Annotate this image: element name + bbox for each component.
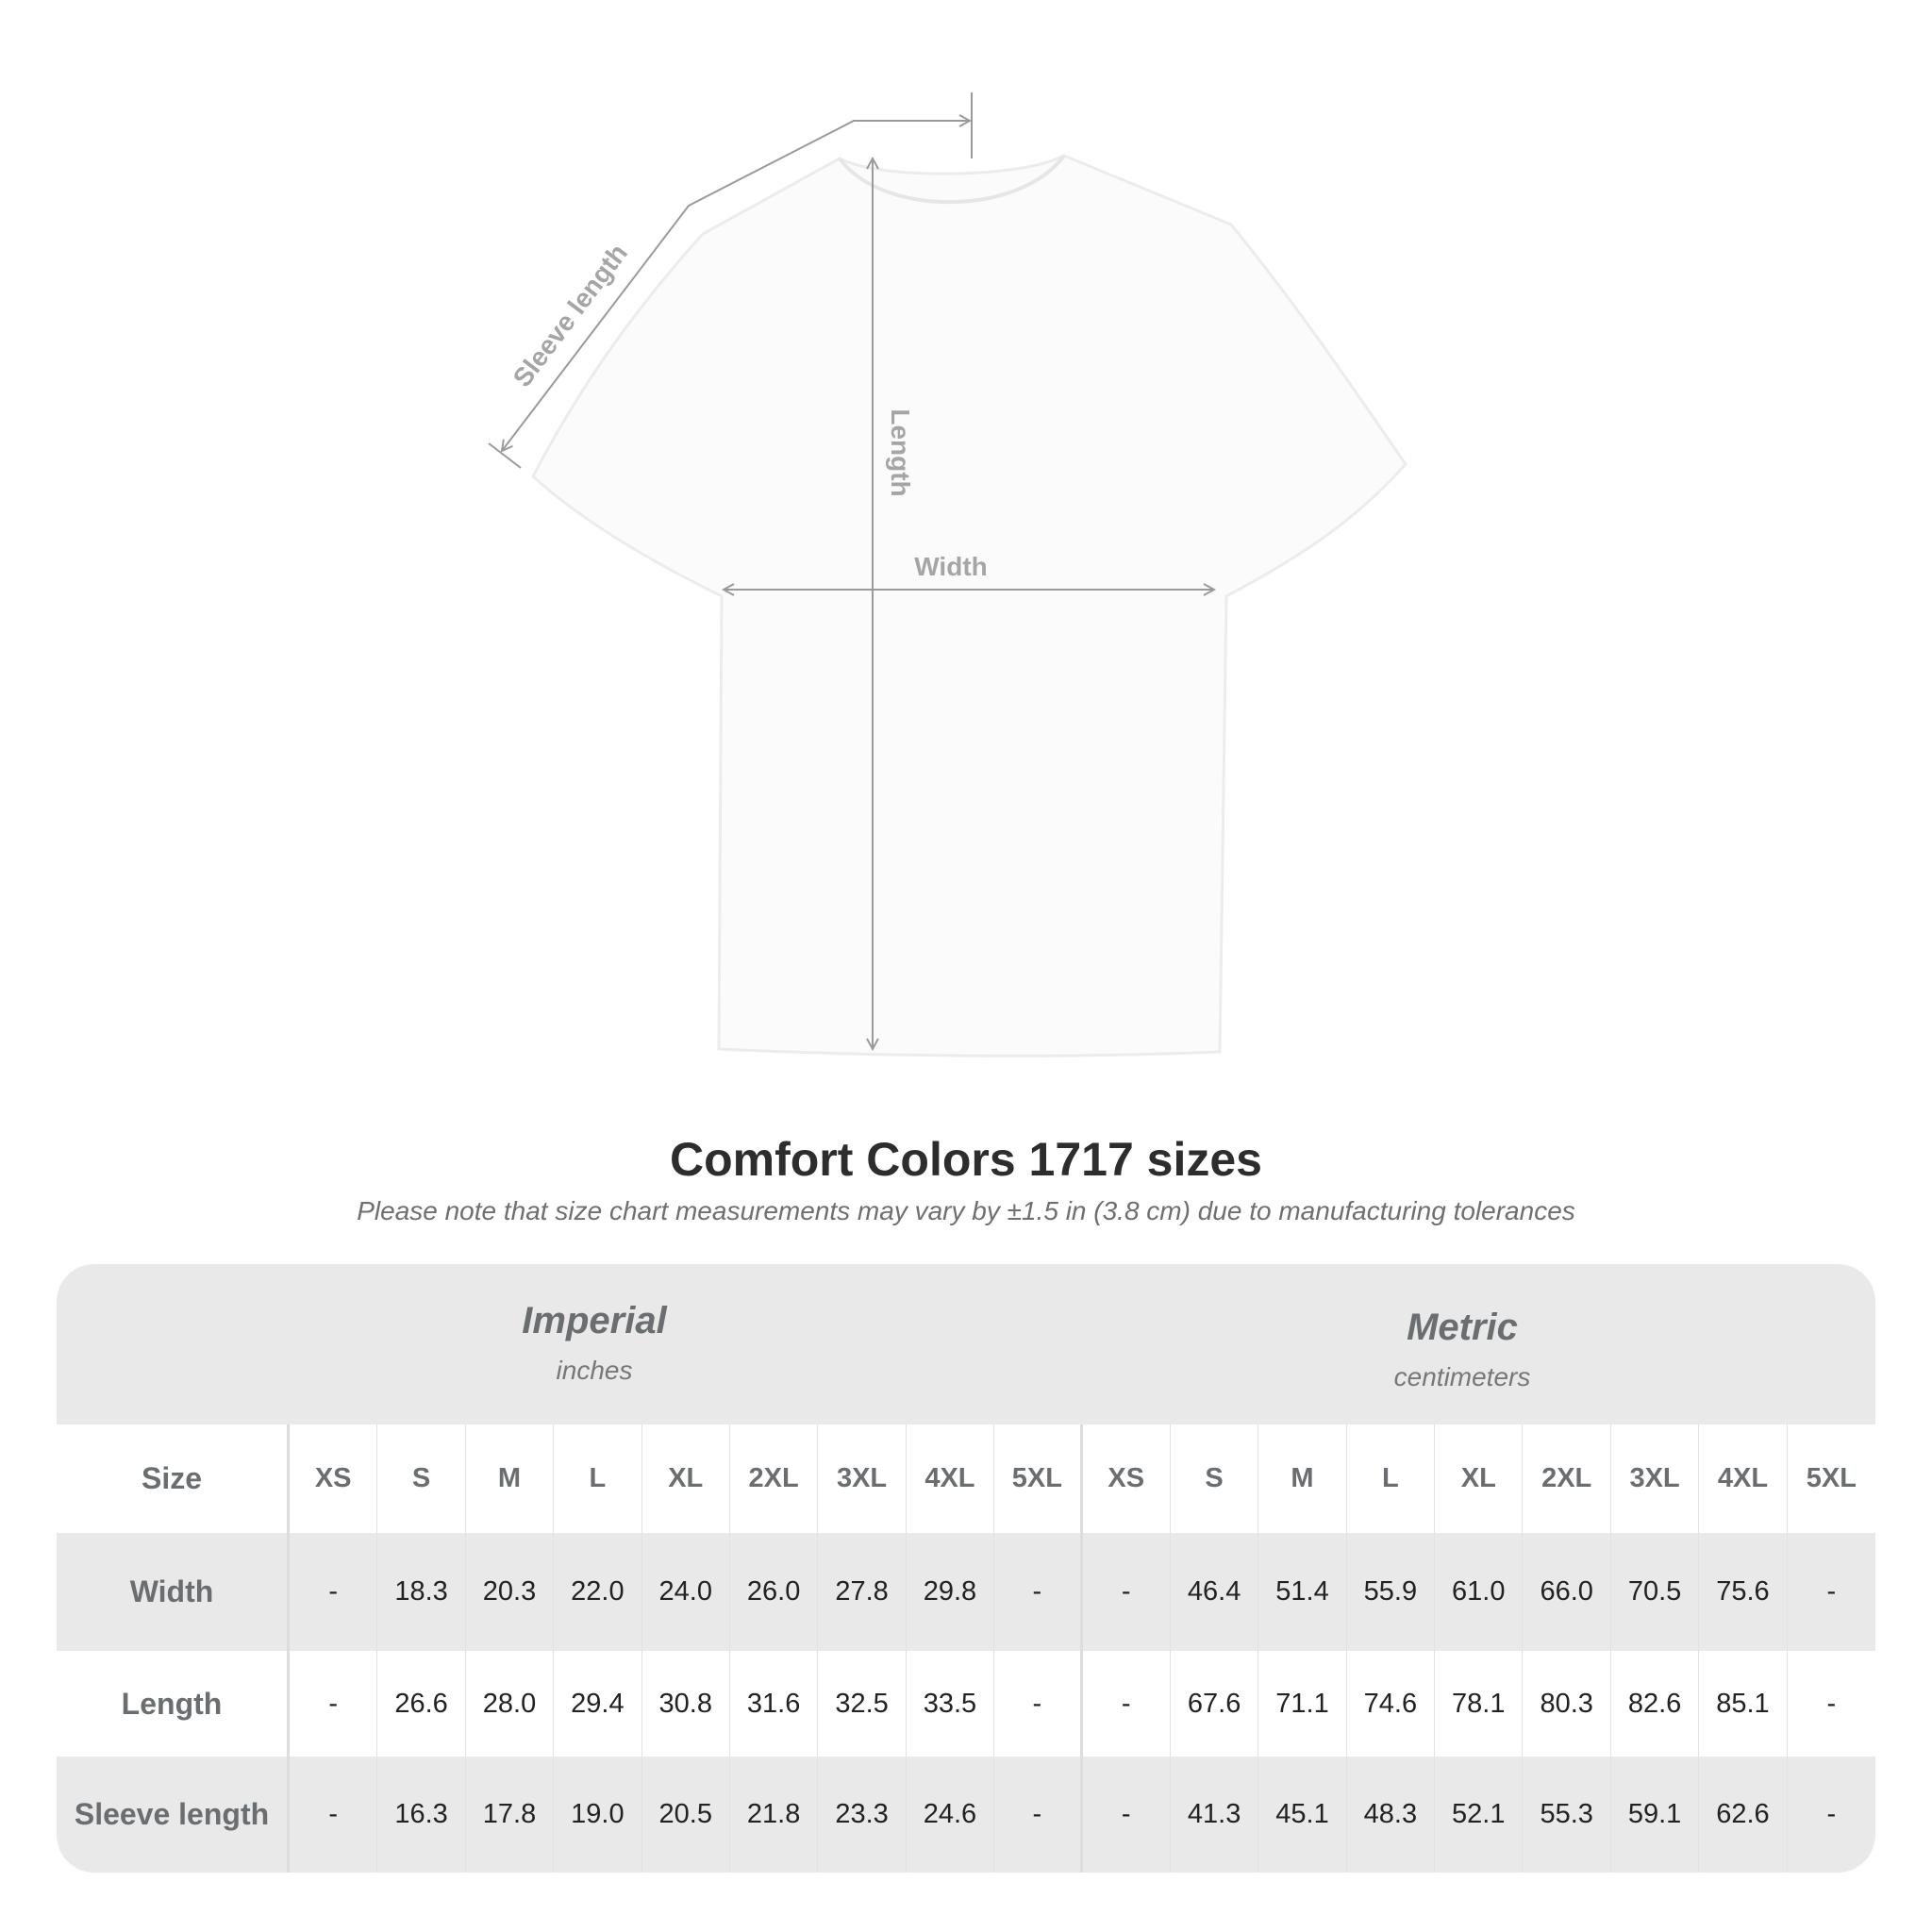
- cell-metric: -: [1826, 1576, 1837, 1607]
- cell-metric: 71.1: [1258, 1651, 1347, 1757]
- cell-imperial: 20.3: [466, 1533, 555, 1651]
- size-header-metric: XL: [1435, 1424, 1524, 1533]
- cell-imperial: 29.4: [554, 1651, 642, 1757]
- cell-metric: 55.9: [1347, 1533, 1436, 1651]
- cell-imperial: -: [290, 1651, 378, 1757]
- table-row: Sleeve length -16.3 17.8 19.0 20.5 21.8 23.3 24…: [57, 1757, 1875, 1873]
- size-header-imperial: XL: [642, 1424, 730, 1533]
- cell-metric: -: [1826, 1799, 1837, 1829]
- cell-metric: 66.0: [1523, 1533, 1611, 1651]
- tolerance-note: Please note that size chart measurements…: [357, 1196, 1575, 1225]
- size-header-metric: S: [1171, 1424, 1259, 1533]
- tshirt-shape: [531, 154, 1407, 1058]
- cell-imperial: 18.3: [377, 1533, 466, 1651]
- size-header-metric: XS: [1083, 1424, 1171, 1533]
- cell-metric: 61.0: [1435, 1533, 1524, 1651]
- cell-imperial: 31.6: [730, 1651, 819, 1757]
- page-title: Comfort Colors 1717 sizes: [670, 1133, 1262, 1186]
- cell-imperial: 19.0: [554, 1757, 642, 1873]
- cell-metric: -: [1083, 1651, 1171, 1757]
- table-row: Width -18.3 20.3 22.0 24.0 26.0 27.8 29.8- -46.4…: [57, 1533, 1875, 1651]
- cell-imperial: 17.8: [466, 1757, 555, 1873]
- cell-imperial: 32.5: [818, 1651, 907, 1757]
- cell-imperial: 22.0: [554, 1533, 642, 1651]
- cell-metric: 52.1: [1435, 1757, 1524, 1873]
- cell-imperial: 29.8: [907, 1533, 995, 1651]
- cell-imperial: -: [994, 1533, 1083, 1651]
- size-header-imperial: M: [466, 1424, 555, 1533]
- cell-metric: 51.4: [1258, 1533, 1347, 1651]
- cell-metric: 85.1: [1699, 1651, 1788, 1757]
- cell-imperial: 24.6: [907, 1757, 995, 1873]
- cell-metric: 62.6: [1699, 1757, 1788, 1873]
- cell-metric: 70.5: [1611, 1533, 1700, 1651]
- row-label: Width: [57, 1533, 290, 1651]
- cell-imperial: 28.0: [466, 1651, 555, 1757]
- size-header-imperial: 3XL: [818, 1424, 907, 1533]
- cell-metric: 48.3: [1347, 1757, 1436, 1873]
- tshirt-diagram: Sleeve length Length Width: [488, 92, 1407, 1058]
- cell-imperial: -: [994, 1757, 1083, 1873]
- cell-metric: 80.3: [1523, 1651, 1611, 1757]
- cell-metric: -: [1083, 1533, 1171, 1651]
- width-label: Width: [914, 552, 988, 581]
- size-header-metric: 4XL: [1699, 1424, 1788, 1533]
- cell-imperial: 23.3: [818, 1757, 907, 1873]
- cell-imperial: 26.6: [377, 1651, 466, 1757]
- metric-header: Metric centimeters: [1393, 1307, 1531, 1391]
- cell-metric: 74.6: [1347, 1651, 1436, 1757]
- cell-metric: 67.6: [1171, 1651, 1259, 1757]
- cell-metric: 82.6: [1611, 1651, 1700, 1757]
- cell-imperial: 27.8: [818, 1533, 907, 1651]
- cell-imperial: 24.0: [642, 1533, 730, 1651]
- cell-metric: 46.4: [1171, 1533, 1259, 1651]
- cell-metric: 75.6: [1699, 1533, 1788, 1651]
- cell-metric: 45.1: [1258, 1757, 1347, 1873]
- size-header-metric: 3XL: [1611, 1424, 1700, 1533]
- cell-imperial: 16.3: [377, 1757, 466, 1873]
- cell-metric: -: [1826, 1688, 1837, 1719]
- size-header-metric: L: [1347, 1424, 1436, 1533]
- table-header-band: [57, 1264, 1875, 1424]
- cell-imperial: 30.8: [642, 1651, 730, 1757]
- size-header-imperial: 2XL: [730, 1424, 819, 1533]
- imperial-header: Imperial inches: [522, 1300, 667, 1385]
- size-header-imperial: S: [377, 1424, 466, 1533]
- cell-imperial: 26.0: [730, 1533, 819, 1651]
- sleeve-dimension-line: [502, 121, 970, 451]
- size-header-imperial: L: [554, 1424, 642, 1533]
- cell-metric: -: [1083, 1757, 1171, 1873]
- cell-metric: 55.3: [1523, 1757, 1611, 1873]
- length-label: Length: [886, 408, 915, 496]
- size-header-row: Size XS S M L XL 2XL 3XL 4XL 5XL XS S M L XL 2XL 3XL 4XL 5…: [57, 1424, 1875, 1533]
- cell-imperial: 20.5: [642, 1757, 730, 1873]
- cell-metric: 78.1: [1435, 1651, 1524, 1757]
- size-table: Imperial inches Metric centimeters Size X…: [57, 1264, 1875, 1873]
- cell-imperial: -: [994, 1651, 1083, 1757]
- cell-imperial: 33.5: [907, 1651, 995, 1757]
- size-header-imperial: 4XL: [907, 1424, 995, 1533]
- cell-imperial: 21.8: [730, 1757, 819, 1873]
- cell-metric: 59.1: [1611, 1757, 1700, 1873]
- size-header-imperial: XS: [290, 1424, 378, 1533]
- row-label: Sleeve length: [57, 1757, 290, 1873]
- cell-imperial: -: [290, 1533, 378, 1651]
- size-label: Size: [57, 1424, 290, 1533]
- size-header-metric: 5XL: [1806, 1463, 1857, 1493]
- cell-metric: 41.3: [1171, 1757, 1259, 1873]
- size-header-metric: M: [1258, 1424, 1347, 1533]
- size-header-imperial: 5XL: [994, 1424, 1083, 1533]
- table-row: Length -26.6 28.0 29.4 30.8 31.6 32.5 33.5- -67.…: [57, 1651, 1875, 1757]
- row-label: Length: [57, 1651, 290, 1757]
- cell-imperial: -: [290, 1757, 378, 1873]
- size-header-metric: 2XL: [1523, 1424, 1611, 1533]
